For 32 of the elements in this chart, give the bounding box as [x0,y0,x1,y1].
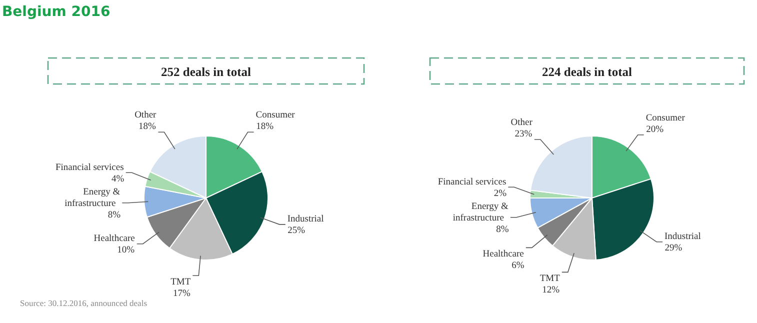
chart-subtitle: 252 deals in total [161,65,252,79]
slice-label: TMT [540,274,560,284]
data-label: 10% [117,246,135,256]
slice-label: Consumer [646,113,686,124]
data-label: 8% [496,224,509,235]
data-label: 25% [288,226,306,236]
slice-label: Healthcare [94,234,135,244]
slice-label: Financial services [438,177,506,188]
slice-label: Industrial [664,232,702,242]
data-label: 29% [664,244,682,254]
slice-label: TMT [170,278,191,288]
chart-subtitle: 224 deals in total [542,65,632,79]
slice-label: Energy & infrastructure [452,202,510,224]
slice-label: Industrial [287,214,324,225]
source-note: Source: 30.12.2016, announced deals [20,298,147,308]
data-label: 4% [111,174,124,184]
slice-label: Healthcare [482,250,524,260]
data-label: 2% [494,188,507,199]
slice-label: Consumer [256,110,296,121]
data-label: 12% [542,286,560,296]
data-label: 20% [646,124,664,135]
data-label: 17% [172,289,190,300]
slice-label: Other [134,110,158,121]
slice-label: Energy & infrastructure [64,187,121,209]
data-label: 8% [108,210,121,220]
slice-label: Other [510,118,534,128]
chart-title: Belgium 2016 [2,4,110,20]
slice-label: Financial services [55,162,124,173]
data-label: 23% [514,129,532,140]
data-label: 6% [512,261,524,272]
data-label: 18% [138,122,156,132]
data-label: 18% [256,122,274,132]
